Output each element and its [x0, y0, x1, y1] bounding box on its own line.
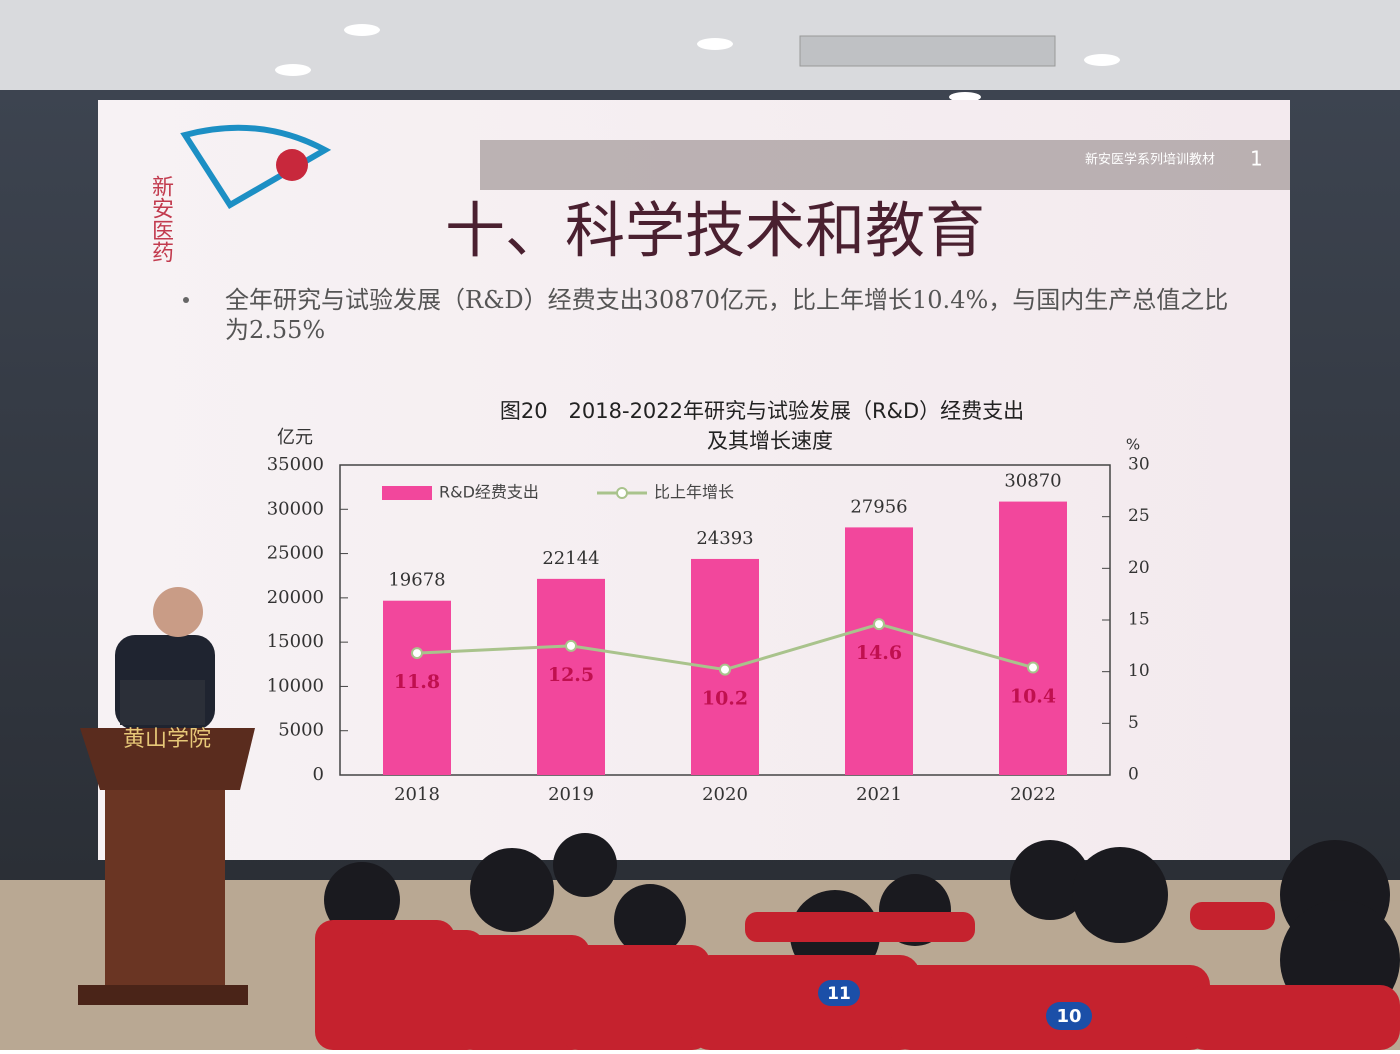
y2-tick-label: 10: [1128, 661, 1150, 681]
logo-text: 新安医药: [148, 175, 174, 263]
banner-strip: [480, 140, 1290, 190]
bullet-box: 全年研究与试验发展（R&D）经费支出30870亿元，比上年增长10.4%，与国内…: [225, 286, 1229, 344]
growth-value-label: 12.5: [548, 664, 594, 686]
ceiling-lights: [275, 24, 1273, 112]
vent: [799, 35, 1056, 67]
growth-point: [411, 647, 423, 660]
chart-subtitle: 及其增长速度: [707, 429, 833, 453]
y2-tick-label: 20: [1128, 558, 1150, 578]
bar: [845, 527, 913, 775]
bar-value-label: 22144: [542, 548, 599, 569]
x-tick-label: 2019: [548, 784, 594, 805]
chart: 0 5000 10000 15000 20000 25000 30000 35000 0 5 10 1…: [267, 454, 1150, 805]
bar-value-label: 19678: [388, 570, 445, 591]
y-tick-label: 25000: [267, 543, 324, 564]
y-tick-label: 15000: [267, 631, 324, 652]
x-tick-label: 2022: [1010, 784, 1056, 805]
banner-text: 新安医学系列培训教材: [1085, 152, 1215, 168]
laptop: [120, 680, 205, 725]
bar: [537, 578, 605, 775]
page-number: 1: [1250, 147, 1263, 171]
y-tick-label: 5000: [278, 720, 324, 741]
x-tick-label: 2021: [856, 784, 902, 805]
y-tick-label: 20000: [267, 587, 324, 608]
podium-top: [80, 728, 255, 790]
speaker-head: [153, 587, 203, 637]
bar: [999, 501, 1067, 775]
y2-tick-label: 25: [1128, 506, 1150, 526]
podium-text: 黄山学院: [123, 727, 211, 752]
y-axis-label: 亿元: [277, 427, 313, 448]
bar: [383, 600, 451, 775]
legend-marker: [616, 487, 628, 499]
seat-number: 11: [827, 984, 851, 1004]
logo-gourd: [276, 149, 308, 181]
podium-base: [78, 985, 248, 1005]
growth-value-label: 10.4: [1010, 686, 1056, 708]
legend-label: R&D经费支出: [439, 483, 539, 502]
bar-value-label: 24393: [696, 528, 753, 549]
x-tick-label: 2018: [394, 784, 440, 805]
y-tick-label: 10000: [267, 675, 324, 696]
y-tick-label: 30000: [267, 498, 324, 519]
growth-value-label: 14.6: [856, 642, 902, 664]
slide-title: 十、科学技术和教育: [445, 197, 985, 267]
y2-tick-label: 15: [1128, 610, 1150, 630]
bar-value-label: 27956: [850, 496, 907, 517]
y2-tick-label: 0: [1128, 765, 1139, 785]
y2-axis-label: %: [1126, 436, 1140, 454]
x-tick-label: 2020: [702, 784, 748, 805]
legend-label: 比上年增长: [654, 483, 734, 502]
legend-swatch: [382, 486, 432, 500]
y2-tick-label: 30: [1128, 455, 1150, 475]
growth-value-label: 11.8: [394, 671, 440, 693]
growth-value-label: 10.2: [702, 688, 748, 710]
chart-title: 图20 2018-2022年研究与试验发展（R&D）经费支出: [500, 399, 1024, 423]
logo-mark: [180, 124, 332, 210]
seat-number: 10: [1056, 1006, 1081, 1027]
growth-point: [873, 618, 885, 631]
bullet-dot: [183, 297, 189, 303]
y-tick-label: 0: [313, 764, 324, 785]
y-tick-label: 35000: [267, 454, 324, 475]
bar-value-label: 30870: [1004, 471, 1061, 492]
seat-badge: [1046, 1002, 1092, 1030]
growth-point: [565, 639, 577, 652]
growth-point: [719, 663, 731, 676]
ceiling: [0, 0, 1400, 95]
seat-badge: [818, 980, 860, 1006]
bullet-text: 全年研究与试验发展（R&D）经费支出30870亿元，比上年增长10.4%，与国内…: [225, 286, 1229, 344]
podium: [105, 790, 225, 1000]
growth-point: [1027, 661, 1039, 674]
y2-tick-label: 5: [1128, 713, 1139, 733]
